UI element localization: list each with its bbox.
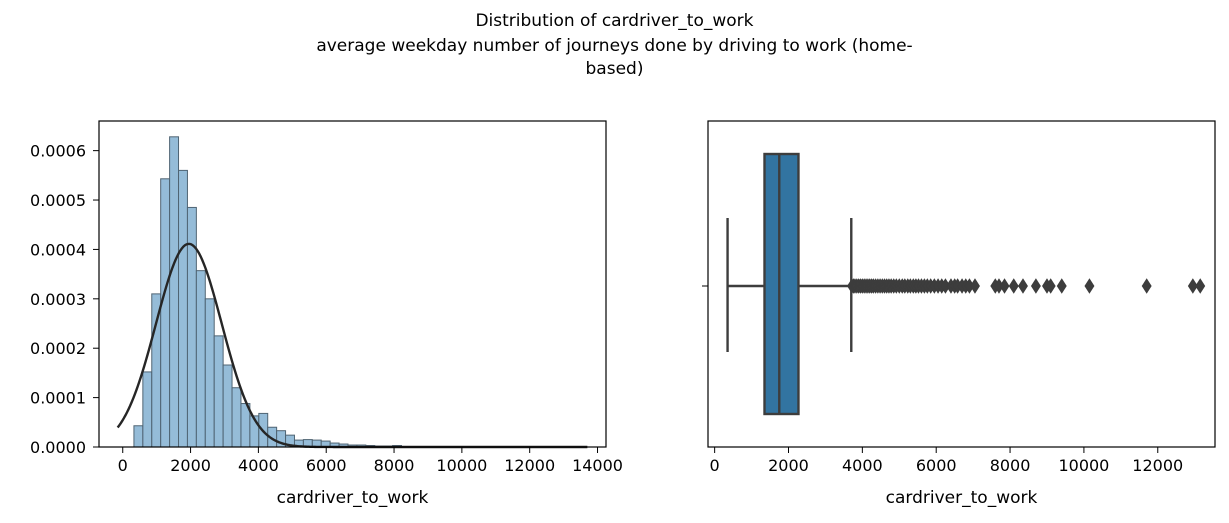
histogram-x-tick-label: 0 (118, 456, 128, 475)
boxplot-x-tick-label: 8000 (990, 456, 1031, 475)
figure-title-line-3: based) (585, 59, 644, 79)
histogram-bar (213, 335, 224, 448)
boxplot-outlier-marker (999, 278, 1010, 294)
histogram-bar (142, 371, 153, 448)
histogram-x-tick-label: 8000 (374, 456, 415, 475)
histogram-bar (169, 136, 180, 448)
histogram-chart: 0 2000 4000 6000 8000 10000 12000 14000 0.0000 0.… (30, 120, 623, 508)
histogram-bar (195, 270, 206, 448)
histogram-bar (151, 293, 162, 448)
histogram-bar (231, 387, 242, 448)
boxplot-outlier-marker (1018, 278, 1028, 294)
histogram-y-tick-label: 0.0000 (30, 438, 86, 457)
boxplot-outlier-marker (1187, 278, 1198, 294)
boxplot-outlier-marker (970, 278, 980, 294)
boxplot-outlier-marker (1195, 278, 1206, 294)
boxplot-x-tick-label: 6000 (916, 456, 957, 475)
histogram-x-tick-label: 14000 (572, 456, 623, 475)
boxplot-x-tick-label: 0 (710, 456, 720, 475)
boxplot-chart: 0 2000 4000 6000 8000 10000 12000 cardriver_to_… (702, 120, 1216, 508)
boxplot-x-tick-label: 12000 (1132, 456, 1183, 475)
histogram-y-tick-label: 0.0002 (30, 339, 86, 358)
boxplot-box (763, 152, 800, 416)
histogram-y-tick-label: 0.0004 (30, 240, 86, 259)
histogram-x-tick-label: 6000 (306, 456, 347, 475)
histogram-bar (222, 364, 233, 448)
histogram-axes-frame (98, 120, 607, 448)
histogram-y-tick-label: 0.0003 (30, 290, 86, 309)
boxplot-axes-frame (707, 120, 1216, 448)
histogram-y-tick-label: 0.0005 (30, 191, 86, 210)
boxplot-x-tick-label: 4000 (842, 456, 883, 475)
boxplot-outlier-marker (1084, 278, 1095, 294)
figure-title-line-2: average weekday number of journeys done … (316, 36, 913, 56)
boxplot-x-tick-label: 2000 (768, 456, 809, 475)
boxplot-x-axis-label: cardriver_to_work (886, 488, 1038, 508)
boxplot-outlier-marker (1141, 278, 1152, 294)
histogram-x-tick-label: 2000 (170, 456, 211, 475)
boxplot-outlier-marker (1056, 278, 1067, 294)
boxplot-outlier-marker (1045, 278, 1056, 294)
boxplot-outlier-marker (1030, 278, 1041, 294)
histogram-x-tick-label: 12000 (504, 456, 555, 475)
histogram-bar (178, 169, 188, 448)
histogram-y-tick-label: 0.0001 (30, 389, 86, 408)
boxplot-outlier-marker (1008, 278, 1019, 294)
histogram-x-tick-label: 4000 (238, 456, 279, 475)
histogram-x-axis-label: cardriver_to_work (277, 488, 429, 508)
histogram-x-tick-label: 10000 (436, 456, 487, 475)
histogram-bar (160, 178, 171, 448)
histogram-y-tick-label: 0.0006 (30, 142, 86, 161)
boxplot-x-tick-label: 10000 (1058, 456, 1109, 475)
histogram-bar (204, 298, 215, 448)
figure-title-line-1: Distribution of cardriver_to_work (475, 11, 754, 31)
histogram-bar (133, 425, 144, 448)
